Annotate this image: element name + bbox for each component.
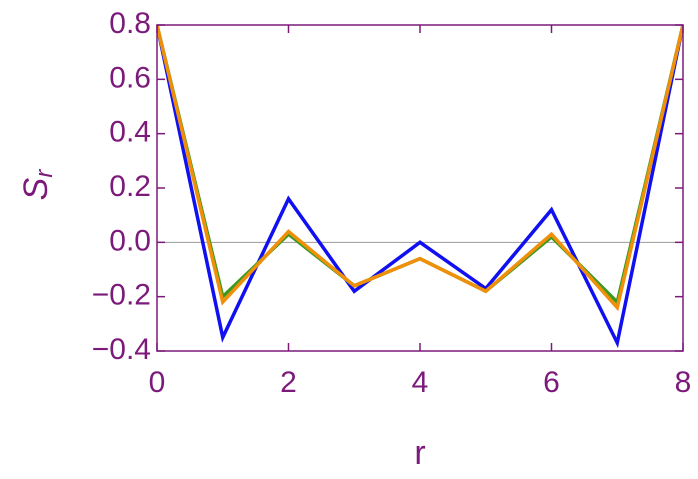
y-tick-label: 0.6: [109, 61, 151, 94]
y-axis-label-main: S: [17, 177, 55, 200]
y-tick-label: −0.2: [92, 279, 151, 312]
y-tick-label: 0.0: [109, 224, 151, 257]
x-tick-label: 0: [149, 366, 166, 399]
x-tick-label: 2: [280, 366, 297, 399]
y-axis-label-sub: r: [31, 169, 58, 178]
y-axis-label: Sr: [17, 169, 58, 201]
x-tick-label: 6: [543, 366, 560, 399]
data-line: [157, 24, 683, 349]
y-tick-label: 0.8: [109, 7, 151, 40]
x-tick-label: 8: [675, 366, 692, 399]
x-tick-label: 4: [412, 366, 429, 399]
y-tick-label: −0.4: [92, 333, 151, 366]
x-axis-label: r: [414, 434, 425, 472]
y-tick-label: 0.2: [109, 170, 151, 203]
data-line: [157, 24, 683, 312]
plot-frame: [156, 24, 684, 352]
y-tick-label: 0.4: [109, 116, 151, 149]
